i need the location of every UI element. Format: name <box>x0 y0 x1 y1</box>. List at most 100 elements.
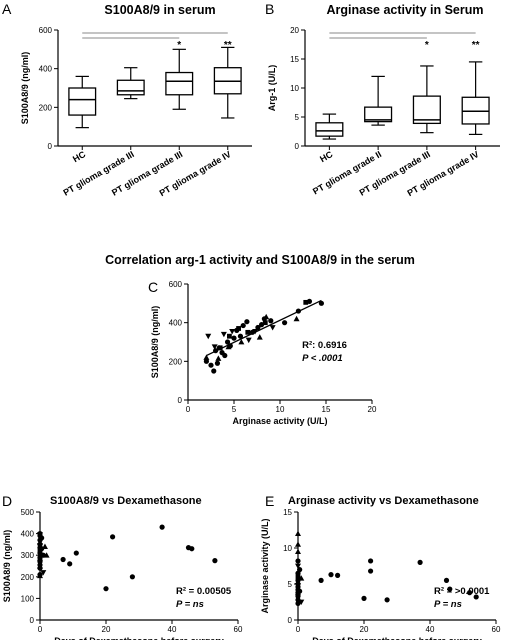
panel-c-point-triangle-down <box>252 328 259 335</box>
panel-c-x-tick-label: 20 <box>368 405 377 414</box>
panel-c-title: Correlation arg-1 activity and S100A8/9 … <box>105 253 415 267</box>
panel-e-point-triangle-down <box>295 594 301 600</box>
panel-c-point-square <box>262 320 268 326</box>
panel-d-x-tick-label: 0 <box>38 625 43 634</box>
panel-e-point-triangle-down <box>298 599 305 605</box>
panel-e: E Arginase activity vs Dexamethasone 0 5 10 1… <box>260 493 501 640</box>
panel-b-significance-label: * <box>425 40 429 51</box>
panel-a-significance-label: * <box>177 40 181 51</box>
panel-d-y-tick-label: 300 <box>21 551 35 560</box>
panel-d-point-triangle-down <box>37 543 43 549</box>
panel-c-point-triangle-up <box>203 354 210 360</box>
panel-e-p-label: P = ns <box>434 599 462 610</box>
panel-a-y-tick-label: 400 <box>39 65 53 74</box>
panel-e-x-tick-label: 40 <box>426 625 435 634</box>
panel-c-point-triangle-up <box>225 343 232 350</box>
panel-e-letter: E <box>265 493 274 509</box>
panel-d-x-tick-label: 40 <box>168 625 177 634</box>
panel-c-point-triangle-up <box>256 334 263 340</box>
panel-e-point-triangle-up <box>295 548 301 554</box>
panel-a-box <box>68 87 97 116</box>
panel-d-point-triangle-up <box>43 552 50 558</box>
panel-b-title: Arginase activity in Serum <box>326 3 483 17</box>
panel-e-point-circle <box>328 572 334 578</box>
panel-a-significance-label: ** <box>224 40 232 51</box>
panel-c-point-circle <box>244 319 250 325</box>
panel-c-fit-line <box>206 299 322 357</box>
panel-c-point-circle <box>208 362 214 368</box>
panel-c-point-triangle-down <box>205 333 212 340</box>
panel-d-point-triangle-down <box>40 570 47 576</box>
panel-c-point-circle <box>213 348 219 354</box>
panel-a-y-tick-label: 600 <box>39 26 53 35</box>
panel-c-point-circle <box>282 320 288 326</box>
panel-e-r2-label: R² = >0.0001 <box>434 586 490 597</box>
panel-d-point-circle <box>73 550 79 556</box>
panel-b-letter: B <box>265 1 274 17</box>
panel-c-point-circle <box>318 300 324 306</box>
panel-c-y-tick-label: 200 <box>169 357 183 366</box>
panel-c-x-tick-label: 0 <box>186 405 191 414</box>
panel-d-x-tick-label: 60 <box>234 625 243 634</box>
panel-e-point-circle <box>368 558 374 564</box>
panel-e-point-triangle-up <box>295 541 301 547</box>
panel-c-x-tick-label: 5 <box>232 405 237 414</box>
panel-c-point-triangle-up <box>263 313 270 320</box>
panel-d-point-circle <box>129 574 135 580</box>
panel-c-x-axis-label: Arginase activity (U/L) <box>232 416 327 426</box>
panel-b: B Arginase activity in Serum 0 5 10 15 20 Arg-1… <box>265 1 500 198</box>
panel-d-y-tick-label: 200 <box>21 573 35 582</box>
panel-e-y-tick-label: 15 <box>283 508 292 517</box>
panel-d-point-circle <box>103 586 109 592</box>
panel-d-point-square <box>37 557 43 562</box>
panel-d-point-circle <box>159 524 165 530</box>
panel-c-point-circle <box>268 318 274 324</box>
panel-a-y-axis-label: S100A8/9 (ng/ml) <box>20 52 30 125</box>
panel-b-y-tick-label: 10 <box>290 84 299 93</box>
panel-b-box <box>364 106 393 123</box>
panel-e-x-axis-label: Days of Dexamethasone before surgery <box>312 636 482 640</box>
panel-c-y-axis-label: S100A8/9 (ng/ml) <box>150 306 160 379</box>
panel-d-x-axis-label: Days of Dexamethasone before surgery <box>54 636 224 640</box>
panel-b-y-tick-label: 0 <box>295 142 300 151</box>
panel-e-point-triangle-up <box>298 575 305 581</box>
panel-e-point-circle <box>467 590 473 596</box>
panel-c-point-circle <box>255 324 261 331</box>
panel-c-point-square <box>236 326 241 331</box>
panel-d-point-circle <box>189 546 195 552</box>
panel-a-title: S100A8/9 in serum <box>104 3 215 17</box>
panel-e-y-tick-label: 10 <box>283 544 292 553</box>
panel-d-title: S100A8/9 vs Dexamethasone <box>50 495 202 507</box>
panel-c-point-square <box>245 329 251 335</box>
panel-e-point-square <box>295 574 301 580</box>
panel-d-point-circle <box>67 561 73 567</box>
panel-d-point-triangle-up <box>41 543 48 549</box>
panel-c-p-label: P < .0001 <box>302 353 343 364</box>
panel-d-y-tick-label: 100 <box>21 594 35 603</box>
panel-d-y-tick-label: 400 <box>21 530 35 539</box>
panel-c-point-square <box>227 333 232 339</box>
panel-c-point-circle <box>237 333 244 339</box>
panel-d-letter: D <box>2 493 12 509</box>
panel-e-point-circle <box>368 568 374 574</box>
panel-d-point-triangle-down <box>37 560 43 566</box>
panel-d-y-tick-label: 0 <box>30 616 35 625</box>
panel-c-y-tick-label: 0 <box>178 396 183 405</box>
panel-d-point-circle <box>110 534 116 540</box>
panel-a-y-tick-label: 0 <box>48 142 53 151</box>
panel-c-point-triangle-up <box>215 355 222 361</box>
panel-c-letter: C <box>148 279 158 295</box>
panel-c-point-circle <box>214 360 221 366</box>
panel-c-point-triangle-down <box>229 328 236 335</box>
panel-e-point-circle <box>417 559 423 566</box>
panel-c-point-triangle-down <box>220 331 227 338</box>
panel-b-category-label: HC <box>318 149 335 164</box>
panel-c-point-circle <box>295 308 301 314</box>
panel-e-point-circle <box>295 600 301 607</box>
panel-a-box <box>165 71 194 96</box>
panel-c-point-square <box>217 345 223 351</box>
panel-e-point-circle <box>447 586 453 592</box>
panel-c-y-tick-label: 400 <box>169 319 183 328</box>
